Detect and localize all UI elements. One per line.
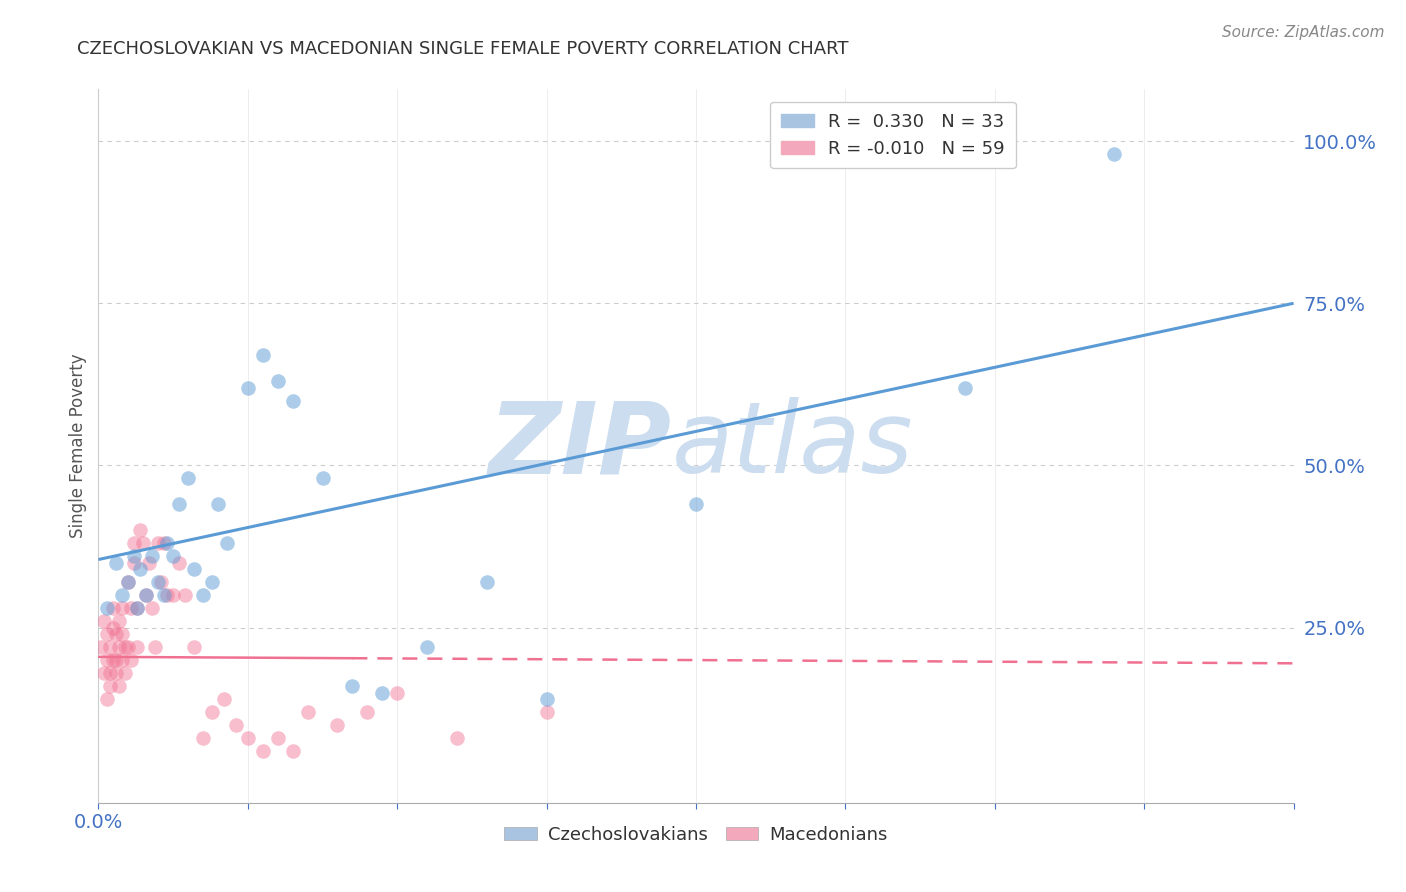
Point — [135, 588, 157, 602]
Point — [135, 588, 157, 602]
Point — [105, 653, 128, 667]
Point — [236, 381, 259, 395]
Point — [167, 497, 190, 511]
Point — [111, 588, 134, 602]
Point — [105, 666, 128, 681]
Point — [105, 627, 128, 641]
Point — [207, 497, 229, 511]
Point — [124, 549, 146, 564]
Point — [114, 640, 136, 654]
Point — [475, 575, 498, 590]
Point — [108, 640, 131, 654]
Point — [124, 536, 146, 550]
Text: atlas: atlas — [672, 398, 914, 494]
Point — [96, 692, 118, 706]
Point — [143, 640, 166, 654]
Point — [96, 627, 118, 641]
Point — [156, 588, 179, 602]
Point — [132, 536, 155, 550]
Point — [342, 679, 364, 693]
Point — [177, 471, 200, 485]
Point — [98, 666, 122, 681]
Point — [111, 601, 134, 615]
Point — [385, 685, 409, 699]
Point — [183, 562, 205, 576]
Point — [446, 731, 468, 745]
Point — [201, 575, 224, 590]
Point — [215, 536, 238, 550]
Point — [536, 705, 558, 719]
Point — [127, 640, 149, 654]
Point — [281, 744, 304, 758]
Point — [120, 653, 142, 667]
Point — [98, 679, 122, 693]
Text: Source: ZipAtlas.com: Source: ZipAtlas.com — [1222, 25, 1385, 40]
Point — [174, 588, 197, 602]
Point — [117, 575, 139, 590]
Point — [103, 601, 125, 615]
Point — [162, 588, 184, 602]
Point — [252, 348, 274, 362]
Point — [96, 601, 118, 615]
Point — [141, 601, 163, 615]
Point — [114, 666, 136, 681]
Point — [252, 744, 274, 758]
Point — [111, 627, 134, 641]
Y-axis label: Single Female Poverty: Single Female Poverty — [69, 354, 87, 538]
Point — [103, 621, 125, 635]
Point — [111, 653, 134, 667]
Point — [685, 497, 707, 511]
Point — [156, 536, 179, 550]
Text: ZIP: ZIP — [489, 398, 672, 494]
Point — [953, 381, 976, 395]
Text: CZECHOSLOVAKIAN VS MACEDONIAN SINGLE FEMALE POVERTY CORRELATION CHART: CZECHOSLOVAKIAN VS MACEDONIAN SINGLE FEM… — [77, 40, 849, 58]
Point — [267, 731, 290, 745]
Point — [212, 692, 235, 706]
Point — [96, 653, 118, 667]
Point — [93, 666, 115, 681]
Point — [297, 705, 319, 719]
Point — [129, 524, 152, 538]
Point — [117, 640, 139, 654]
Point — [148, 575, 170, 590]
Point — [183, 640, 205, 654]
Point — [150, 575, 173, 590]
Point — [281, 393, 304, 408]
Point — [148, 536, 170, 550]
Point — [129, 562, 152, 576]
Point — [127, 601, 149, 615]
Point — [124, 556, 146, 570]
Point — [90, 640, 112, 654]
Point — [105, 556, 128, 570]
Point — [108, 679, 131, 693]
Point — [98, 640, 122, 654]
Legend: Czechoslovakians, Macedonians: Czechoslovakians, Macedonians — [498, 819, 894, 851]
Point — [416, 640, 439, 654]
Point — [167, 556, 190, 570]
Point — [141, 549, 163, 564]
Point — [311, 471, 333, 485]
Point — [201, 705, 224, 719]
Point — [117, 575, 139, 590]
Point — [93, 614, 115, 628]
Point — [127, 601, 149, 615]
Point — [1104, 147, 1126, 161]
Point — [153, 536, 176, 550]
Point — [267, 374, 290, 388]
Point — [153, 588, 176, 602]
Point — [138, 556, 160, 570]
Point — [356, 705, 378, 719]
Point — [225, 718, 247, 732]
Point — [326, 718, 349, 732]
Point — [108, 614, 131, 628]
Point — [191, 731, 214, 745]
Point — [536, 692, 558, 706]
Point — [120, 601, 142, 615]
Point — [162, 549, 184, 564]
Point — [191, 588, 214, 602]
Point — [236, 731, 259, 745]
Point — [103, 653, 125, 667]
Point — [371, 685, 394, 699]
